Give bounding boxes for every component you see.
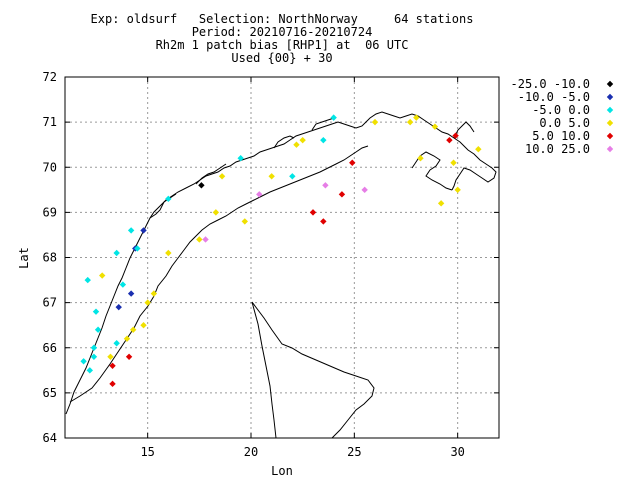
data-point-class4-8 bbox=[452, 132, 459, 139]
data-point-class2-16 bbox=[80, 358, 87, 365]
data-point-class2-6 bbox=[113, 340, 120, 347]
data-point-class3-0 bbox=[99, 272, 106, 279]
legend-label-1: -10.0 -5.0 bbox=[518, 90, 590, 104]
legend-marker-5 bbox=[606, 145, 614, 153]
y-tick-label-0: 64 bbox=[43, 431, 57, 445]
data-point-class4-3 bbox=[309, 209, 317, 216]
data-point-class3-12 bbox=[268, 173, 275, 180]
data-point-class3-23 bbox=[475, 146, 482, 153]
data-point-class2-0 bbox=[84, 276, 91, 284]
data-point-class1-0 bbox=[140, 227, 147, 234]
data-point-class3-8 bbox=[196, 236, 203, 243]
legend-marker-2 bbox=[606, 106, 614, 114]
y-tick-label-6: 70 bbox=[43, 160, 57, 174]
title-line-4: Used {00} + 30 bbox=[231, 51, 332, 65]
legend-marker-0 bbox=[606, 80, 614, 88]
data-point-class4-5 bbox=[338, 191, 346, 198]
legend-label-2: -5.0 0.0 bbox=[532, 103, 590, 117]
data-point-class5-3 bbox=[361, 186, 368, 194]
data-point-class3-17 bbox=[413, 114, 420, 121]
data-point-class3-10 bbox=[218, 173, 226, 180]
data-point-class2-12 bbox=[237, 155, 244, 162]
legend-marker-3 bbox=[606, 119, 614, 127]
data-point-class3-18 bbox=[417, 155, 424, 162]
data-point-class3-5 bbox=[144, 299, 151, 306]
legend-label-0: -25.0 -10.0 bbox=[511, 77, 590, 91]
axis-ticks: 15 20 25 30 64 65 66 67 68 69 70 71 72 bbox=[43, 70, 499, 459]
data-point-class5-0 bbox=[202, 236, 209, 243]
data-point-class2-11 bbox=[165, 195, 172, 203]
chart-title: Exp: oldsurf Selection: NorthNorway 64 s… bbox=[91, 12, 474, 65]
data-point-class3-14 bbox=[299, 136, 306, 144]
data-point-class3-22 bbox=[454, 186, 461, 194]
data-point-class3-13 bbox=[293, 141, 300, 148]
data-point-class2-2 bbox=[90, 353, 98, 360]
data-point-class3-20 bbox=[437, 200, 445, 207]
legend-label-4: 5.0 10.0 bbox=[532, 129, 590, 143]
x-tick-label-0: 15 bbox=[140, 445, 154, 459]
y-axis-label: Lat bbox=[17, 247, 31, 269]
data-point-class3-1 bbox=[107, 353, 114, 360]
x-tick-label-2: 25 bbox=[347, 445, 361, 459]
data-point-class3-2 bbox=[123, 335, 131, 342]
data-point-class5-1 bbox=[256, 191, 263, 198]
data-point-class3-21 bbox=[450, 159, 457, 166]
y-tick-label-3: 67 bbox=[43, 296, 57, 310]
y-tick-label-5: 69 bbox=[43, 205, 57, 219]
data-point-class0-0 bbox=[198, 182, 205, 189]
title-line-3: Rh2m 1 patch bias [RHP1] at 06 UTC bbox=[156, 38, 409, 52]
data-point-class3-19 bbox=[431, 123, 439, 130]
data-point-class2-7 bbox=[113, 249, 120, 257]
title-line-1: Exp: oldsurf Selection: NorthNorway 64 s… bbox=[91, 12, 474, 26]
coastline bbox=[65, 111, 497, 439]
legend-label-3: 0.0 5.0 bbox=[539, 116, 590, 130]
x-tick-label-1: 20 bbox=[244, 445, 258, 459]
data-point-class2-1 bbox=[86, 367, 93, 374]
data-point-class3-9 bbox=[212, 209, 220, 216]
y-tick-label-1: 65 bbox=[43, 386, 57, 400]
x-tick-label-3: 30 bbox=[450, 445, 464, 459]
data-point-class1-3 bbox=[127, 290, 135, 297]
data-point-class2-15 bbox=[330, 114, 337, 121]
data-points bbox=[80, 114, 482, 388]
data-point-class4-2 bbox=[125, 353, 133, 360]
title-line-2: Period: 20210716-20210724 bbox=[192, 25, 373, 39]
data-point-class2-10 bbox=[134, 245, 141, 252]
data-point-class4-1 bbox=[109, 362, 116, 369]
data-point-class3-3 bbox=[130, 326, 137, 333]
x-axis-label: Lon bbox=[271, 464, 293, 478]
legend-marker-1 bbox=[606, 93, 614, 101]
data-point-class2-8 bbox=[119, 281, 127, 288]
data-point-class1-2 bbox=[115, 303, 122, 311]
data-point-class5-2 bbox=[322, 182, 329, 189]
data-point-class2-13 bbox=[289, 173, 296, 180]
y-tick-label-4: 68 bbox=[43, 251, 57, 265]
data-point-class3-15 bbox=[371, 118, 379, 126]
data-point-class2-9 bbox=[127, 227, 135, 234]
legend-marker-4 bbox=[606, 132, 614, 140]
data-point-class3-6 bbox=[150, 290, 158, 297]
data-point-class4-7 bbox=[446, 136, 453, 144]
data-point-class3-7 bbox=[165, 249, 172, 257]
data-point-class2-5 bbox=[92, 308, 100, 315]
data-point-class3-4 bbox=[140, 321, 147, 329]
y-tick-label-2: 66 bbox=[43, 341, 57, 355]
data-point-class2-3 bbox=[90, 344, 98, 351]
data-point-class3-16 bbox=[406, 118, 414, 126]
data-point-class4-4 bbox=[320, 218, 327, 225]
y-tick-label-8: 72 bbox=[43, 70, 57, 84]
legend-label-5: 10.0 25.0 bbox=[525, 142, 590, 156]
data-point-class4-6 bbox=[349, 159, 356, 166]
y-tick-label-7: 71 bbox=[43, 115, 57, 129]
data-point-class2-14 bbox=[320, 136, 327, 144]
data-point-class4-0 bbox=[109, 380, 116, 388]
data-point-class3-11 bbox=[241, 218, 248, 225]
legend: -25.0 -10.0-10.0 -5.0 -5.0 0.0 0.0 5.0 5… bbox=[511, 77, 614, 156]
data-point-class2-4 bbox=[94, 326, 102, 333]
